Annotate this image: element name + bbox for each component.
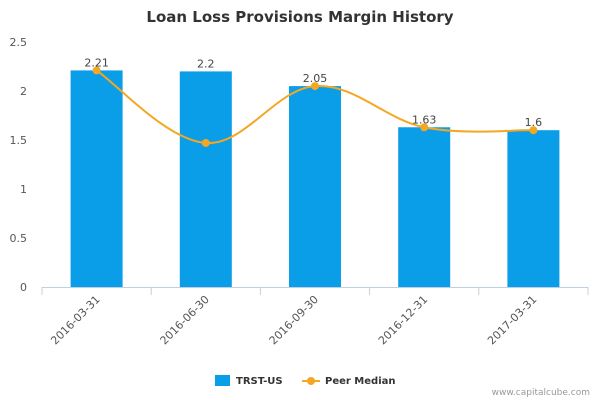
data-labels: 2.21 2.2 2.05 1.63 1.6 xyxy=(84,56,542,129)
y-tick-label: 0.5 xyxy=(10,232,28,245)
y-tick-label: 0 xyxy=(20,281,27,294)
bar-data-label: 2.21 xyxy=(84,56,109,69)
bar-series xyxy=(70,70,560,288)
y-tick-label: 1 xyxy=(20,183,27,196)
y-tick-label: 2 xyxy=(20,85,27,98)
x-tick-label: 2016-03-31 xyxy=(48,293,102,347)
y-axis: 0 0.5 1 1.5 2 2.5 xyxy=(10,36,28,294)
y-tick-label: 2.5 xyxy=(10,36,28,49)
peer-median-point xyxy=(92,66,101,75)
bar xyxy=(179,71,232,288)
x-axis: 2016-03-31 2016-06-30 2016-09-30 2016-12-31… xyxy=(41,287,589,347)
x-tick-label: 2017-03-31 xyxy=(485,293,539,347)
legend: TRST-US Peer Median xyxy=(215,375,396,387)
x-tick-label: 2016-12-31 xyxy=(376,293,430,347)
credit-text: www.capitalcube.com xyxy=(492,388,590,398)
legend-label-peer-median: Peer Median xyxy=(325,376,396,387)
x-tick-label: 2016-06-30 xyxy=(158,293,212,347)
peer-median-point xyxy=(529,126,538,135)
bar xyxy=(398,127,451,287)
legend-swatch-peer-median-marker xyxy=(307,377,315,385)
chart-title: Loan Loss Provisions Margin History xyxy=(146,8,453,26)
legend-label-trst-us: TRST-US xyxy=(236,376,283,387)
peer-median-point xyxy=(201,138,210,147)
bar xyxy=(70,70,123,287)
x-tick-label: 2016-09-30 xyxy=(267,293,321,347)
bar-data-label: 1.63 xyxy=(412,113,437,126)
peer-median-point xyxy=(311,82,319,91)
line-series xyxy=(92,66,538,147)
bar-data-label: 2.2 xyxy=(197,57,215,70)
peer-median-point xyxy=(420,123,429,132)
bar xyxy=(289,86,341,287)
bar xyxy=(507,130,560,287)
bar-data-label: 1.6 xyxy=(525,116,543,129)
legend-swatch-trst-us xyxy=(215,375,230,386)
bar-data-label: 2.05 xyxy=(303,72,328,85)
y-tick-label: 1.5 xyxy=(10,134,28,147)
